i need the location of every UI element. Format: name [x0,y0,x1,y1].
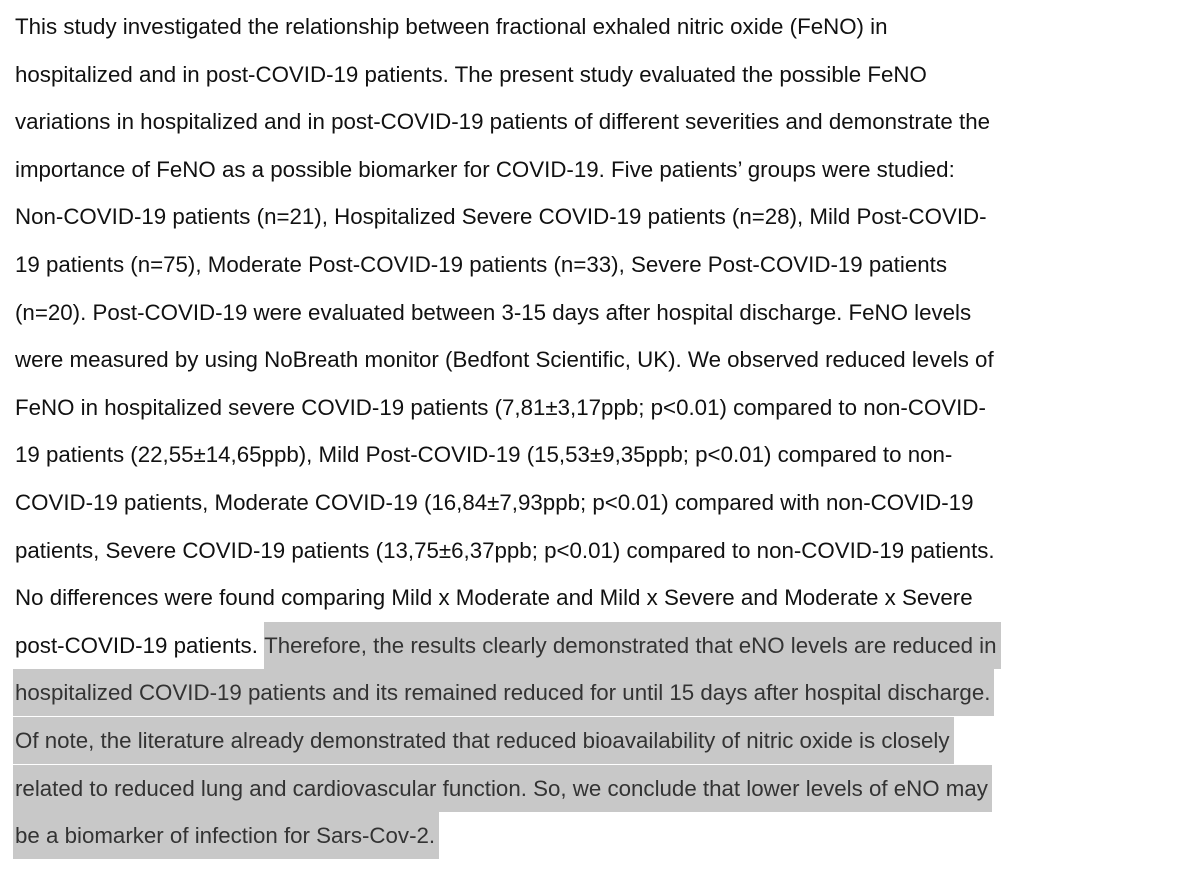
plain-text: 19 patients (22,55±14,65ppb), Mild Post-… [15,442,953,468]
highlighted-text[interactable]: related to reduced lung and cardiovascul… [13,764,992,812]
text-line: (n=20). Post-COVID-19 were evaluated bet… [15,289,1001,337]
plain-text: importance of FeNO as a possible biomark… [15,156,955,182]
text-line: variations in hospitalized and in post-C… [15,98,1001,146]
highlighted-text[interactable]: Therefore, the results clearly demonstra… [264,621,1001,669]
highlighted-text[interactable]: Of note, the literature already demonstr… [13,716,954,764]
plain-text: 19 patients (n=75), Moderate Post-COVID-… [15,251,947,277]
plain-text: were measured by using NoBreath monitor … [15,347,994,373]
text-line: 19 patients (22,55±14,65ppb), Mild Post-… [15,431,1001,479]
plain-text: COVID-19 patients, Moderate COVID-19 (16… [15,489,974,515]
plain-text: No differences were found comparing Mild… [15,585,973,611]
text-line: related to reduced lung and cardiovascul… [13,764,1001,813]
text-line: Of note, the literature already demonstr… [13,716,1001,765]
text-line: hospitalized COVID-19 patients and its r… [13,669,1001,717]
plain-text: hospitalized and in post-COVID-19 patien… [15,61,927,87]
plain-text: post-COVID-19 patients. [15,632,265,658]
text-line: No differences were found comparing Mild… [15,574,1001,622]
plain-text: This study investigated the relationship… [15,14,888,39]
highlighted-text[interactable]: be a biomarker of infection for Sars-Cov… [13,812,440,860]
plain-text: FeNO in hospitalized severe COVID-19 pat… [15,394,986,420]
text-line: be a biomarker of infection for Sars-Cov… [13,812,1001,860]
plain-text: Non-COVID-19 patients (n=21), Hospitaliz… [15,204,987,230]
text-line: This study investigated the relationship… [15,3,1001,51]
plain-text: patients, Severe COVID-19 patients (13,7… [15,537,995,563]
text-line: FeNO in hospitalized severe COVID-19 pat… [15,384,1001,432]
highlighted-text[interactable]: hospitalized COVID-19 patients and its r… [13,669,995,717]
text-line: post-COVID-19 patients. Therefore, the r… [15,621,1001,670]
text-line: importance of FeNO as a possible biomark… [15,146,1001,194]
plain-text: (n=20). Post-COVID-19 were evaluated bet… [15,299,972,325]
plain-text: variations in hospitalized and in post-C… [15,109,990,135]
text-line: Non-COVID-19 patients (n=21), Hospitaliz… [15,193,1001,241]
text-line: were measured by using NoBreath monitor … [15,336,1001,384]
abstract-paragraph: This study investigated the relationship… [13,3,1001,860]
text-line: hospitalized and in post-COVID-19 patien… [15,51,1001,99]
text-line: patients, Severe COVID-19 patients (13,7… [15,527,1001,575]
text-line: COVID-19 patients, Moderate COVID-19 (16… [15,479,1001,527]
text-line: 19 patients (n=75), Moderate Post-COVID-… [15,241,1001,289]
